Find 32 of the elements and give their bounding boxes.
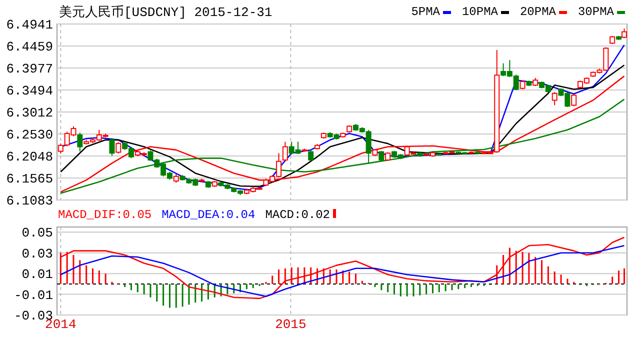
line-series: [60, 98, 625, 194]
candlestick: [77, 132, 83, 152]
candlestick: [552, 92, 558, 106]
legend-label: 5PMA: [411, 5, 441, 19]
y-tick-label: 6.3977: [6, 62, 53, 77]
legend-label: MACD:0.02: [265, 208, 330, 222]
legend-label: 30PMA: [578, 5, 615, 19]
y-tick-label: 6.4941: [6, 18, 54, 33]
chart-title: 美元人民币[USDCNY] 2015-12-31: [59, 4, 272, 20]
y-tick-label: 6.1083: [6, 194, 53, 209]
y-tick-label: 6.3494: [6, 84, 54, 99]
candlestick: [308, 150, 314, 162]
x-tick-label: 2015: [275, 317, 306, 332]
y-tick-label: 0.05: [22, 226, 53, 241]
y-tick-label: 0.03: [22, 246, 53, 262]
candlestick: [109, 138, 115, 156]
text: MACD_DIF:0.05: [58, 208, 152, 222]
y-tick-label: -0.01: [14, 288, 54, 303]
line-series: [60, 244, 625, 298]
candlestick: [378, 150, 384, 162]
y-tick-label: 6.3012: [6, 106, 53, 121]
line-series: [60, 236, 625, 300]
legend-label: 20PMA: [520, 5, 557, 19]
y-tick-label: 6.4459: [6, 40, 53, 55]
legend-label: 10PMA: [462, 5, 499, 19]
y-tick-label: 6.2048: [6, 150, 53, 165]
text: MACD_DEA:0.04: [162, 208, 256, 222]
y-tick-label: 6.2530: [6, 128, 53, 143]
y-tick-label: 6.1565: [6, 172, 53, 187]
candlestick: [282, 141, 288, 162]
candlestick: [116, 142, 122, 154]
y-tick-label: 0.01: [22, 267, 54, 282]
